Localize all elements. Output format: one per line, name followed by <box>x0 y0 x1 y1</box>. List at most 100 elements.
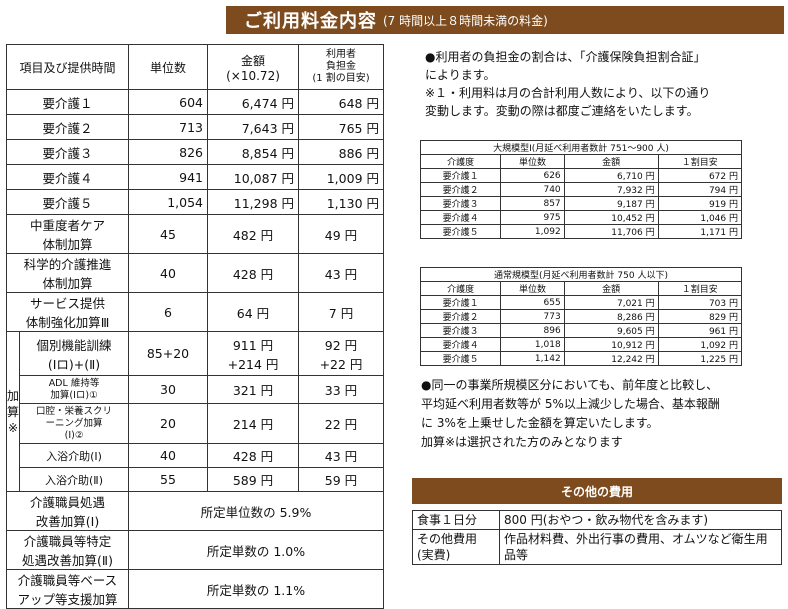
amount-cell: 6,474 円 <box>207 89 299 115</box>
table-row: 要介護５ 1,142 12,242 円 1,225 円 <box>419 351 743 366</box>
care-label: 要介護５ <box>419 224 502 239</box>
units-cell: 30 <box>128 375 208 404</box>
units-cell: 1,054 <box>128 189 208 215</box>
note-line: ※１・利用料は月の合計利用人数により、以下の通り <box>425 86 711 100</box>
care-label: 要介護４ <box>419 210 502 225</box>
units-cell: 55 <box>128 467 208 492</box>
note-line: ●利用者の負担金の割合は、「介護保険負担割合証」 <box>425 50 706 64</box>
burden-cell: 1,046 円 <box>657 210 743 225</box>
table-row: 加 算 ※ 個別機能訓練 (Ⅰロ)+(Ⅱ) 85+20 911 円 +214 円… <box>5 331 384 492</box>
note-line: によります。 <box>425 68 496 82</box>
amount-cell: 911 円 +214 円 <box>207 331 299 376</box>
amount-cell: 7,932 円 <box>563 182 659 197</box>
care-label: 要介護３ <box>419 196 502 211</box>
addon-label: ADL 維持等 加算(Ⅰロ)① <box>19 375 129 404</box>
note-line: に 3%を上乗せした金額を算定いたします。 <box>421 416 659 430</box>
addon-label-line1: 個別機能訓練 <box>36 337 112 353</box>
burden-cell: 1,171 円 <box>657 224 743 239</box>
units-cell: 45 <box>128 214 208 254</box>
units-cell: 773 <box>500 309 565 324</box>
amount-cell: 64 円 <box>207 292 299 332</box>
amount-cell: 9,605 円 <box>563 323 659 338</box>
table-row: 要介護２ 740 7,932 円 794 円 <box>419 182 743 197</box>
care-label: 要介護３ <box>419 323 502 338</box>
header-amount: 金額 (×10.72) <box>207 44 299 90</box>
note-line: ●同一の事業所規模区分においても、前年度と比較し、 <box>421 378 719 392</box>
burden-cell: 765 円 <box>298 114 384 140</box>
amount-cell: 10,452 円 <box>563 210 659 225</box>
units-cell: 941 <box>128 164 208 190</box>
page-title: ご利用料金内容 <box>244 11 377 32</box>
units-cell: 896 <box>500 323 565 338</box>
care-label: 要介護１ <box>419 295 502 310</box>
other-value: 作品材料費、外出行事の費用、オムツなど衛生用品等 <box>499 529 782 565</box>
extra-label-line2: 体制加算 <box>42 237 93 252</box>
addon-label-line3: (Ⅰ)② <box>64 429 84 441</box>
units-cell: 626 <box>500 168 565 183</box>
amount-cell: 10,087 円 <box>207 164 299 190</box>
meal-value: 800 円(おやつ・飲み物代を含みます) <box>499 510 782 530</box>
units-cell: 85+20 <box>128 331 208 376</box>
care-label: 要介護１ <box>419 168 502 183</box>
amount-cell: 428 円 <box>207 443 299 468</box>
burden-cell: 49 円 <box>298 214 384 254</box>
amount-cell: 214 円 <box>207 403 299 444</box>
units-cell: 1,092 <box>500 224 565 239</box>
table-row: 要介護１ 626 6,710 円 672 円 <box>419 168 743 183</box>
addon-label: 個別機能訓練 (Ⅰロ)+(Ⅱ) <box>19 331 129 376</box>
table-row: 要介護５ 1,054 11,298 円 1,130 円 <box>6 189 384 215</box>
addon-label-line2: 加算(Ⅰロ)① <box>50 389 98 401</box>
burden-cell: 961 円 <box>657 323 743 338</box>
col-header: 金額 <box>563 281 659 296</box>
amount-cell: 7,021 円 <box>563 295 659 310</box>
table-row: 要介護２ 773 8,286 円 829 円 <box>419 309 743 324</box>
col-header: １割目安 <box>657 154 743 169</box>
col-header: 金額 <box>563 154 659 169</box>
title-banner: ご利用料金内容 (7 時間以上８時間未満の料金) <box>226 6 784 34</box>
table-row: 食事１日分 800 円(おやつ・飲み物代を含みます) <box>412 510 782 530</box>
amount-line2: +214 円 <box>227 356 279 372</box>
burden-cell: 794 円 <box>657 182 743 197</box>
header-burden: 利用者 負担金 (1 割の目安) <box>298 44 384 90</box>
care-label: 要介護２ <box>419 309 502 324</box>
table-row: 要介護３ 826 8,854 円 886 円 <box>6 139 384 165</box>
table-row: サービス提供 体制強化加算Ⅲ 6 64 円 7 円 <box>6 292 384 332</box>
burden-cell: 22 円 <box>298 403 384 444</box>
amount-cell: 7,643 円 <box>207 114 299 140</box>
other-label-line1: その他費用 <box>417 532 478 546</box>
units-cell: 655 <box>500 295 565 310</box>
other-label-line2: (実費) <box>417 548 451 562</box>
burden-cell: 1,225 円 <box>657 351 743 366</box>
table-row: 要介護３ 896 9,605 円 961 円 <box>419 323 743 338</box>
units-cell: 40 <box>128 253 208 293</box>
care-label: 要介護１ <box>6 89 129 115</box>
burden-cell: 672 円 <box>657 168 743 183</box>
amount-cell: 11,706 円 <box>563 224 659 239</box>
extra-label-line2: 体制強化加算Ⅲ <box>25 315 110 330</box>
meal-label: 食事１日分 <box>412 510 500 530</box>
normal-scale-table: 通常規模型(月延べ利用者数計 750 人以下) 介護度 単位数 金額 １割目安 … <box>419 267 743 366</box>
burden-cell: 919 円 <box>657 196 743 211</box>
burden-cell: 43 円 <box>298 253 384 293</box>
rate-label-line2: 改善加算(Ⅰ) <box>35 514 100 529</box>
amount-cell: 11,298 円 <box>207 189 299 215</box>
large-table-caption: 大規模型Ⅰ(月延べ利用者数計 751～900 人) <box>420 140 742 155</box>
table-row: 要介護５ 1,092 11,706 円 1,171 円 <box>419 224 743 239</box>
col-header: 介護度 <box>419 281 502 296</box>
units-cell: 6 <box>128 292 208 332</box>
rate-label-line2: アップ等支援加算 <box>17 592 118 607</box>
care-label: 要介護２ <box>6 114 129 140</box>
large-scale-table: 大規模型Ⅰ(月延べ利用者数計 751～900 人) 介護度 単位数 金額 １割目… <box>419 140 743 239</box>
header-burden-line1: 利用者 <box>326 49 356 60</box>
col-header: 介護度 <box>419 154 502 169</box>
burden-cell: 829 円 <box>657 309 743 324</box>
units-cell: 604 <box>128 89 208 115</box>
note-line: 平均延べ利用者数等が 5%以上減少した場合、基本報酬 <box>421 397 720 411</box>
rate-label: 介護職員処遇 改善加算(Ⅰ) <box>6 491 129 531</box>
table-row: 要介護３ 857 9,187 円 919 円 <box>419 196 743 211</box>
table-row: 入浴介助(Ⅰ) 40 428 円 43 円 <box>7 443 384 468</box>
extra-label-line1: 中重度者ケア <box>29 218 105 233</box>
rate-value: 所定単位数の 5.9% <box>128 491 384 531</box>
addon-label-line2: (Ⅰロ)+(Ⅱ) <box>47 356 101 372</box>
amount-cell: 9,187 円 <box>563 196 659 211</box>
